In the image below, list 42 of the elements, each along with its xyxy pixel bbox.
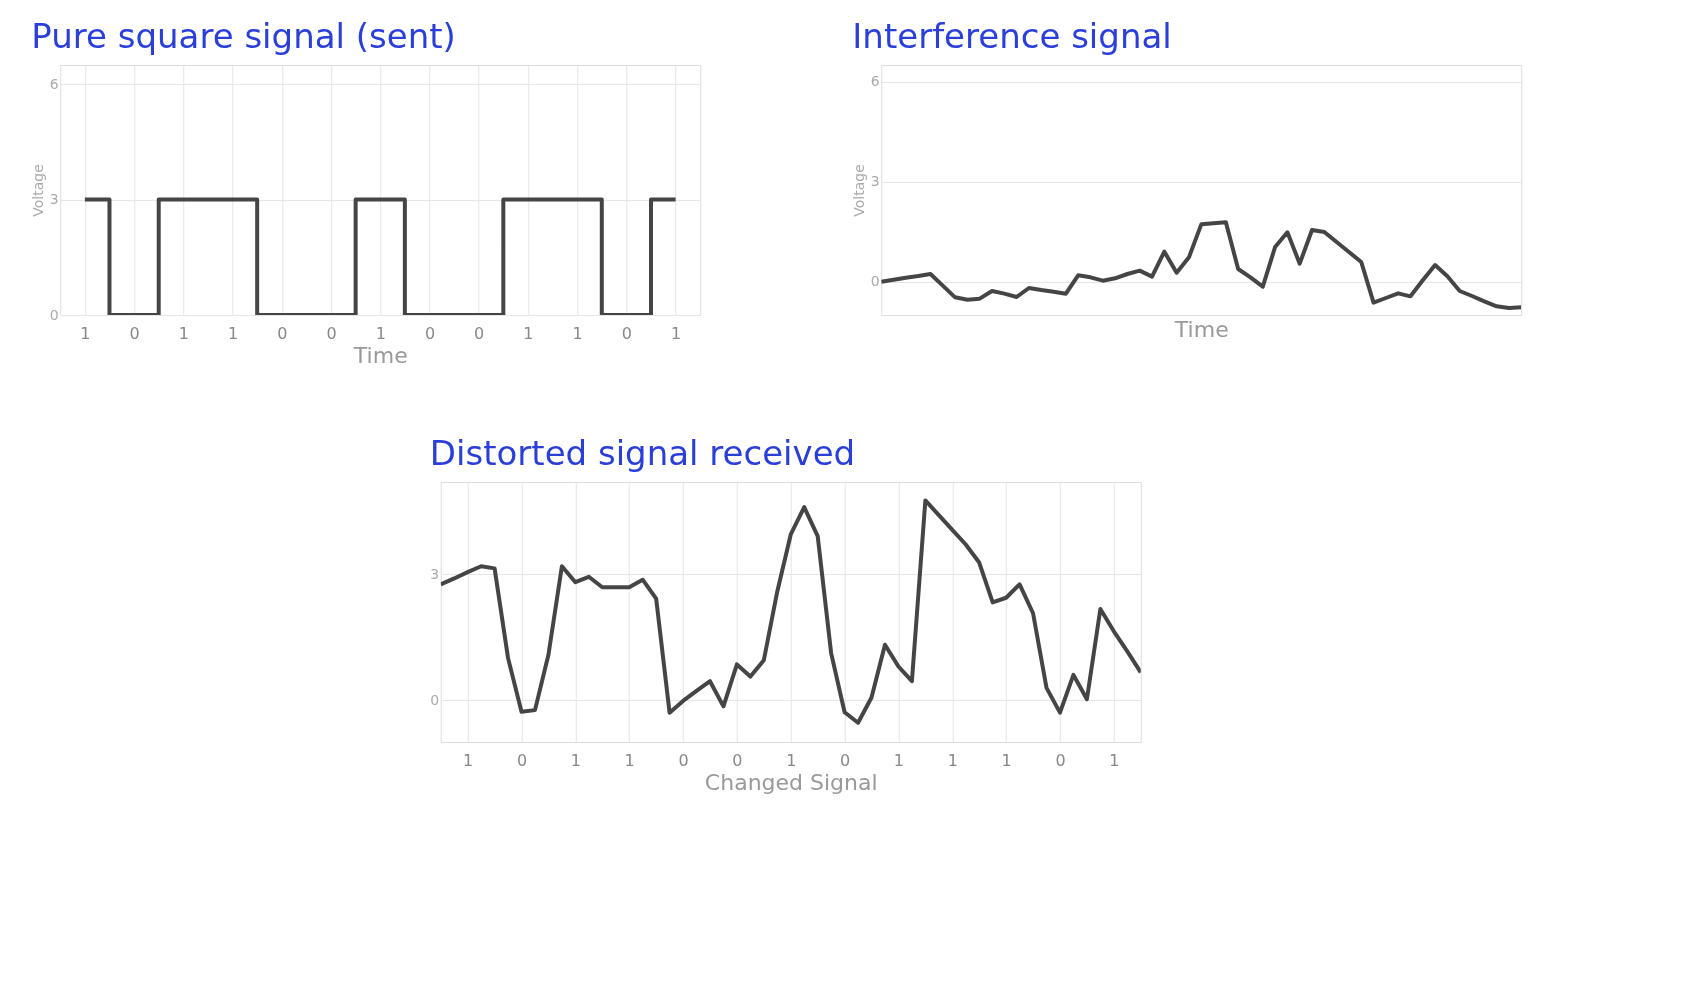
y-tick-label: 3 [430, 565, 440, 582]
chart-title: Distorted signal received [429, 433, 856, 473]
y-tick-label: 6 [870, 73, 880, 90]
x-tick-label: 0 [732, 750, 743, 770]
x-tick-label: 1 [463, 750, 474, 770]
y-tick-label: 0 [870, 273, 880, 290]
x-tick-label: 1 [671, 323, 682, 343]
x-tick-label: 1 [624, 750, 635, 770]
x-tick-label: 1 [178, 323, 189, 343]
x-tick-label: 0 [277, 323, 288, 343]
y-axis-title: Voltage [850, 164, 867, 217]
x-tick-label: 1 [227, 323, 239, 343]
chart-title: Interference signal [852, 16, 1172, 56]
y-tick-label: 6 [49, 75, 59, 92]
x-tick-label: 0 [1055, 750, 1066, 770]
y-tick-label: 3 [870, 173, 880, 190]
y-tick-label: 0 [49, 306, 59, 323]
x-tick-label: 0 [474, 323, 485, 343]
x-tick-label: 0 [678, 750, 689, 770]
x-tick-label: 1 [1001, 750, 1012, 770]
x-tick-label: 1 [1109, 750, 1120, 770]
x-tick-label: 1 [570, 750, 581, 770]
x-axis-title: Time [352, 342, 408, 368]
x-tick-label: 1 [893, 750, 905, 770]
x-axis-title: Changed Signal [704, 769, 878, 795]
x-tick-label: 1 [572, 323, 583, 343]
x-tick-label: 0 [840, 750, 851, 770]
y-axis-title: Voltage [29, 164, 46, 217]
chart-title: Pure square signal (sent) [31, 16, 456, 56]
x-tick-label: 0 [129, 323, 140, 343]
x-tick-label: 1 [947, 750, 958, 770]
x-tick-label: 1 [786, 750, 797, 770]
line-series [881, 220, 1522, 310]
y-tick-label: 3 [49, 191, 59, 208]
x-tick-label: 0 [326, 323, 337, 343]
x-tick-label: 1 [80, 323, 91, 343]
x-tick-label: 0 [516, 750, 528, 770]
x-tick-label: 0 [621, 323, 632, 343]
x-tick-label: 1 [375, 323, 386, 343]
line-series [440, 498, 1141, 725]
x-tick-label: 1 [523, 323, 534, 343]
x-axis-title: Time [1173, 316, 1229, 342]
